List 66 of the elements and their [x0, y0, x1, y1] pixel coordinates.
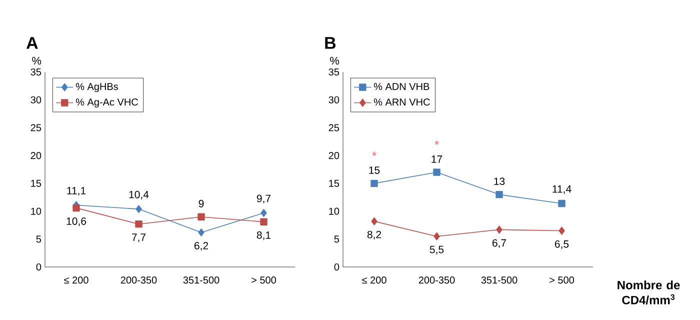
y-tick-label: 20 — [30, 152, 42, 160]
annotation: * — [434, 140, 439, 145]
data-label: 6,7 — [492, 239, 506, 248]
legend-label: % ARN VHC — [374, 98, 430, 106]
data-label: 13 — [494, 178, 505, 186]
y-tick-label: 15 — [329, 180, 340, 187]
legend-label: % Ag-Ac VHC — [76, 98, 138, 108]
x-tick-label: > 500 — [550, 276, 574, 284]
data-label: 9 — [198, 200, 204, 208]
x-tick-label: 351-500 — [183, 276, 220, 284]
point — [198, 213, 205, 220]
y-tick-label: 20 — [328, 152, 340, 160]
x-tick-label: 351-500 — [481, 276, 518, 284]
annotation: * — [372, 152, 376, 156]
point — [260, 208, 267, 217]
x-axis-title: Nombre de CD4/mm$^{3}$ — [618, 280, 680, 304]
data-label: 9,7 — [256, 194, 271, 204]
x-tick-label: ≤ 200 — [64, 276, 88, 284]
point — [135, 220, 142, 228]
data-label: 10,4 — [129, 190, 149, 200]
y-tick-label: 10 — [329, 208, 340, 215]
point — [371, 217, 378, 226]
y-tick-label: 5 — [334, 236, 340, 243]
data-label: 17 — [432, 156, 442, 163]
data-label: 6,5 — [554, 240, 569, 249]
point — [496, 190, 503, 198]
y-tick-label: 35 — [30, 68, 42, 76]
data-label: 11,4 — [552, 185, 572, 194]
point — [198, 228, 204, 236]
x-tick-label: 200-350 — [120, 276, 157, 284]
data-label: 8,1 — [256, 231, 271, 240]
point — [136, 205, 142, 214]
y-tick-label: 0 — [36, 263, 42, 271]
data-label: 8,2 — [367, 230, 382, 240]
point — [558, 226, 565, 235]
point — [260, 218, 268, 226]
x-tick-label: ≤ 200 — [362, 276, 386, 284]
y-tick-label: 15 — [31, 180, 42, 187]
y-tick-label: 25 — [30, 124, 42, 132]
data-label: 5,5 — [430, 246, 444, 254]
data-label: 7,7 — [132, 234, 146, 242]
point — [72, 204, 80, 212]
point — [433, 168, 440, 176]
y-tick-label: 25 — [328, 124, 340, 132]
y-tick-label: 30 — [328, 96, 340, 104]
y-tick-label: 10 — [31, 208, 42, 215]
point — [434, 232, 440, 240]
y-tick-label: 30 — [30, 96, 42, 104]
x-tick-label: 200-350 — [418, 276, 455, 284]
data-label: 15 — [369, 166, 380, 174]
chart-title: B — [325, 37, 336, 49]
y-axis-title: % — [32, 56, 42, 65]
data-label: 11,1 — [67, 187, 86, 196]
y-tick-label: 35 — [328, 68, 340, 76]
y-tick-label: 5 — [36, 236, 42, 243]
chart-title: A — [26, 37, 38, 49]
data-label: 10,6 — [66, 217, 86, 226]
point — [558, 200, 566, 208]
data-label: 6,2 — [194, 242, 208, 251]
point — [496, 226, 502, 234]
x-tick-label: > 500 — [252, 276, 276, 284]
point — [370, 180, 378, 188]
y-axis-title: % — [330, 56, 340, 65]
legend-label: % ADN VHB — [374, 83, 430, 90]
legend-label: % AgHBs — [76, 83, 118, 92]
y-tick-label: 0 — [334, 263, 340, 271]
